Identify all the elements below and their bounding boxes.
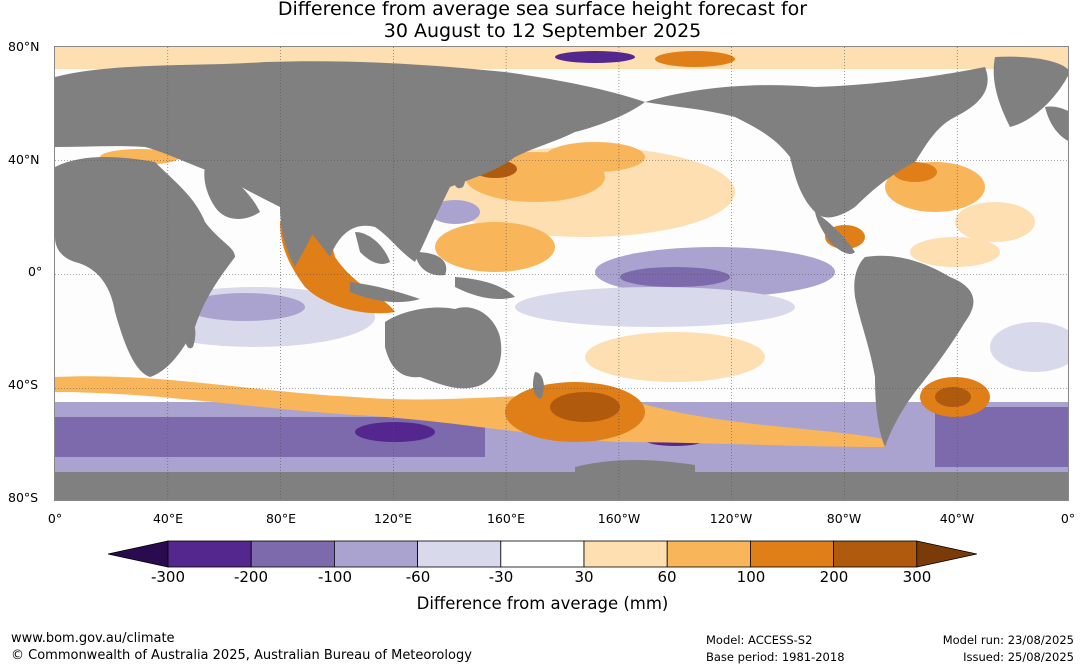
- colorbar-tick: 100: [736, 568, 766, 586]
- footer-copyright: © Commonwealth of Australia 2025, Austra…: [11, 648, 472, 663]
- lon-label-40e: 40°E: [152, 511, 184, 526]
- colorbar-segment: [250, 540, 335, 568]
- lon-label-40w: 40°W: [939, 511, 975, 526]
- colorbar-tick: -200: [233, 568, 269, 586]
- lat-label-80n: 80°N: [8, 39, 40, 54]
- colorbar-segment: [333, 540, 418, 568]
- land-masses: [55, 56, 1068, 500]
- lon-label-80e: 80°E: [265, 511, 297, 526]
- colorbar-arrow-high: [916, 540, 977, 568]
- colorbar-tick: -100: [317, 568, 353, 586]
- colorbar-tick: 200: [819, 568, 849, 586]
- colorbar-tick: -30: [488, 568, 514, 586]
- colorbar-segment: [833, 540, 918, 568]
- lon-label-0-left: 0°: [47, 511, 63, 526]
- lat-label-40s: 40°S: [8, 377, 39, 392]
- graticule: [55, 47, 1068, 500]
- lat-label-0: 0°: [28, 264, 43, 279]
- colorbar-arrow-low: [108, 540, 169, 568]
- sea-surface-height-map: [54, 46, 1069, 501]
- lon-label-0-right: 0°: [1060, 511, 1076, 526]
- footer-model-run: Model run: 23/08/2025: [942, 633, 1074, 647]
- footer-url[interactable]: www.bom.gov.au/climate: [11, 631, 175, 646]
- colorbar-segment: [500, 540, 585, 568]
- colorbar-segment: [583, 540, 668, 568]
- lat-label-40n: 40°N: [8, 152, 40, 167]
- colorbar-segment: [417, 540, 502, 568]
- footer-base-period: Base period: 1981-2018: [706, 650, 845, 664]
- colorbar-segment: [167, 540, 252, 568]
- colorbar-segment: [666, 540, 751, 568]
- colorbar-segment: [750, 540, 835, 568]
- colorbar-tick: -60: [405, 568, 431, 586]
- colorbar-tick: 60: [657, 568, 677, 586]
- colorbar-tick: -300: [150, 568, 186, 586]
- colorbar-tick: 30: [574, 568, 594, 586]
- lat-label-80s: 80°S: [8, 490, 39, 505]
- colorbar-segments: [108, 540, 977, 568]
- colorbar: [108, 540, 977, 568]
- chart-title-line2: 30 August to 12 September 2025: [383, 20, 702, 42]
- lon-label-80w: 80°W: [826, 511, 862, 526]
- lon-label-120w: 120°W: [709, 511, 753, 526]
- lon-label-160w: 160°W: [597, 511, 641, 526]
- lon-label-160e: 160°E: [486, 511, 526, 526]
- footer-model: Model: ACCESS-S2: [706, 633, 813, 647]
- chart-title-line1: Difference from average sea surface heig…: [277, 0, 808, 20]
- footer-issued: Issued: 25/08/2025: [963, 650, 1074, 664]
- map-svg: [55, 47, 1068, 500]
- lon-label-120e: 120°E: [373, 511, 413, 526]
- colorbar-tick: 300: [902, 568, 932, 586]
- colorbar-title: Difference from average (mm): [416, 594, 669, 613]
